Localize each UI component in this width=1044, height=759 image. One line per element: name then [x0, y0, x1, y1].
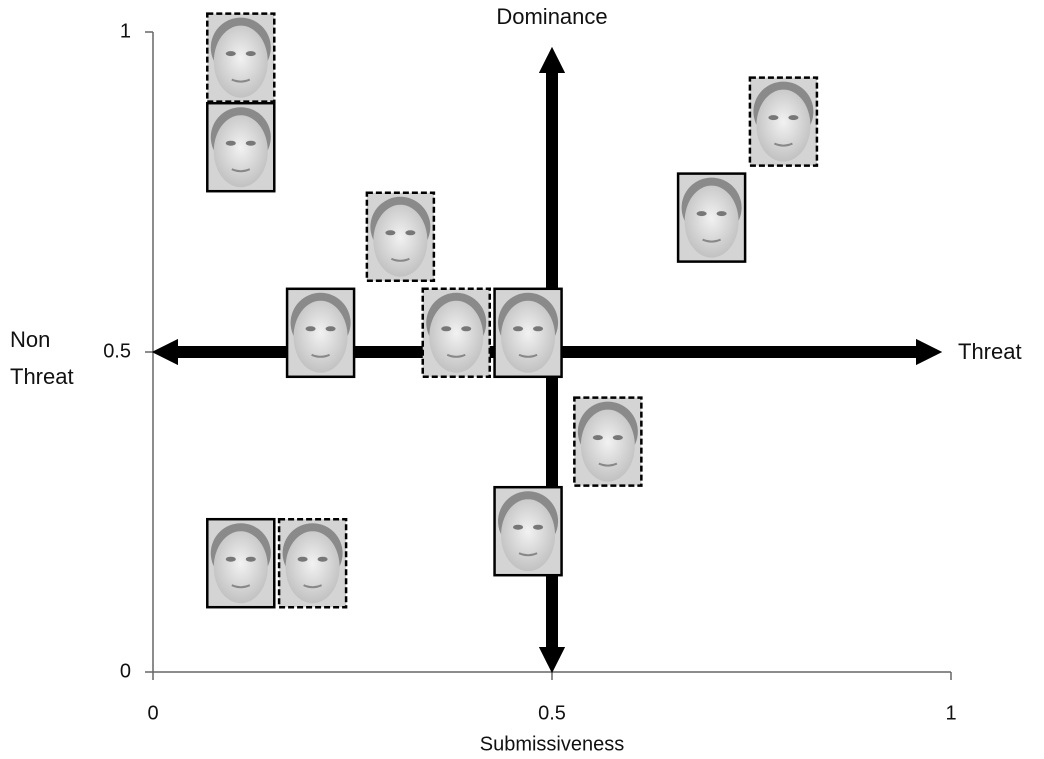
eye: [717, 211, 727, 216]
eye: [405, 230, 415, 235]
face-marker: [207, 14, 274, 102]
eye: [246, 557, 256, 562]
face: [214, 531, 268, 603]
face: [286, 531, 340, 603]
eye: [226, 51, 236, 56]
eye: [226, 557, 236, 562]
face-marker: [423, 289, 490, 377]
eye: [441, 326, 451, 331]
face-marker: [279, 519, 346, 607]
eye: [461, 326, 471, 331]
eye: [318, 557, 328, 562]
face-marker: [750, 78, 817, 166]
x-tick-label: 0.5: [538, 702, 566, 724]
eye: [593, 435, 603, 440]
x-axis-label: Submissiveness: [480, 733, 625, 755]
eye: [298, 557, 308, 562]
face-marker: [495, 487, 562, 575]
face: [373, 205, 427, 277]
face: [581, 410, 635, 482]
eye: [246, 51, 256, 56]
eye: [613, 435, 623, 440]
face: [214, 26, 268, 98]
annotation-left: Non: [10, 327, 50, 352]
face-marker: [207, 519, 274, 607]
eye: [768, 115, 778, 120]
annotation-top: Dominance: [496, 4, 607, 29]
eye: [697, 211, 707, 216]
x-tick-label: 1: [945, 702, 956, 724]
face: [685, 186, 739, 258]
eye: [326, 326, 336, 331]
eye: [306, 326, 316, 331]
x-tick-label: 0: [147, 702, 158, 724]
eye: [246, 141, 256, 146]
y-tick-label: 0: [120, 660, 131, 682]
face: [429, 301, 483, 373]
chart: Dominance Threat Non Threat Submissivene…: [0, 0, 1044, 759]
face-marker: [207, 103, 274, 191]
eye: [533, 525, 543, 530]
eye: [533, 326, 543, 331]
face: [501, 301, 555, 373]
face-marker: [574, 398, 641, 486]
face-marker: [287, 289, 354, 377]
eye: [513, 326, 523, 331]
y-tick-label: 0.5: [103, 340, 131, 362]
annotation-left: Threat: [10, 364, 74, 389]
eye: [226, 141, 236, 146]
annotation-right: Threat: [958, 339, 1022, 364]
face-marker: [678, 174, 745, 262]
face-marker: [367, 193, 434, 281]
face: [294, 301, 348, 373]
face: [756, 90, 810, 162]
face-marker: [495, 289, 562, 377]
eye: [513, 525, 523, 530]
eye: [788, 115, 798, 120]
eye: [385, 230, 395, 235]
face: [501, 499, 555, 571]
face: [214, 115, 268, 187]
y-tick-label: 1: [120, 20, 131, 42]
